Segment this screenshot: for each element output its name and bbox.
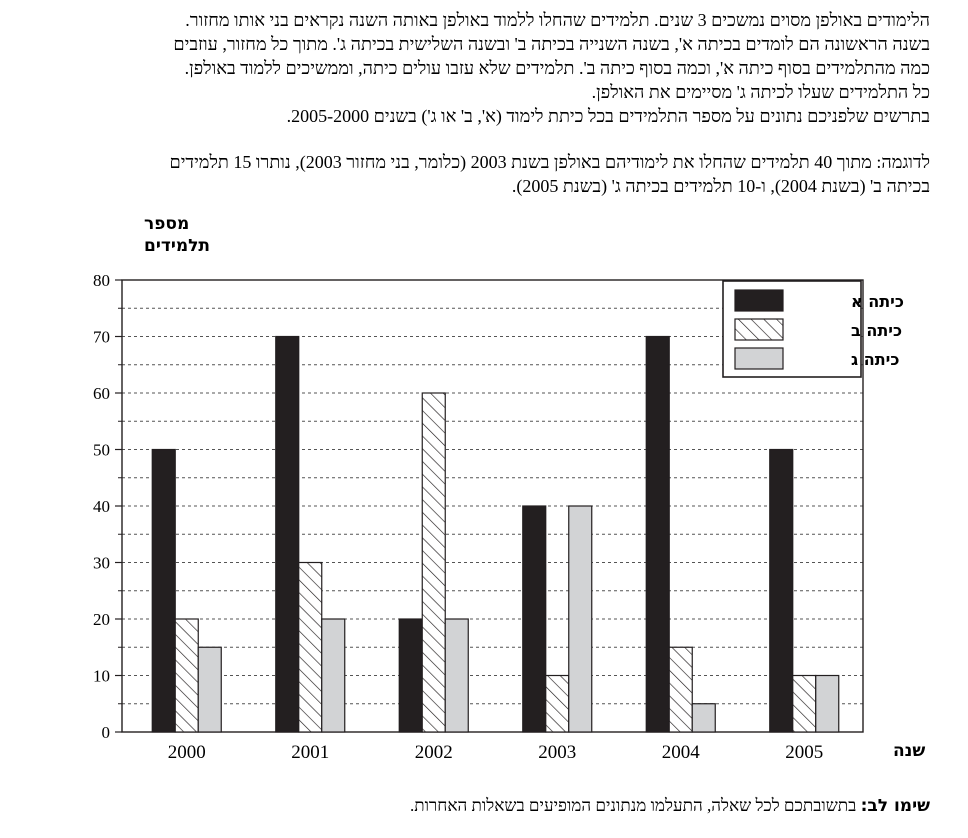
intro-line: הלימודים באולפן מסוים נמשכים 3 שנים. תלמ… [185,10,930,30]
x-tick-label: 2001 [291,742,329,763]
y-tick-label: 0 [102,723,111,742]
bar [545,674,570,733]
legend-swatch [734,289,784,312]
legend-label: כיתה ג [851,350,899,369]
bar [792,674,817,733]
bars [151,335,840,733]
y-tick-label: 10 [93,667,110,686]
y-tick-label: 20 [93,610,110,629]
bar [321,618,346,733]
y-tick-label: 40 [93,497,110,516]
bar [444,618,469,733]
example-line: בכיתה ב' (בשנת 2004), ו-10 תלמידים בכיתה… [511,176,930,196]
bar [691,703,716,733]
intro-line: כל התלמידים שעלו לכיתה ג' מסיימים את האו… [591,82,930,102]
legend-label: כיתה ב [851,321,902,340]
y-tick-label: 70 [93,328,110,347]
bar [275,335,300,733]
legend-label: כיתה א [851,292,904,311]
bar [769,448,794,733]
intro-line: כמה מהתלמידים בסוף כיתה א', וכמה בסוף כי… [184,58,930,78]
intro-line: בשנה הראשונה הם לומדים בכיתה א', בשנה הש… [173,34,930,54]
bar [645,335,670,733]
y-tick-label: 50 [93,441,110,460]
x-tick-label: 2000 [168,742,206,763]
y-axis-label: מספר [144,214,189,234]
bar [522,505,547,733]
note-text: בתשובתכם לכל שאלה, התעלמו מנתונים המופיע… [409,796,861,815]
legend-swatch [734,347,784,370]
bar [174,618,199,733]
x-tick-label: 2002 [415,742,453,763]
x-tick-label: 2004 [662,742,701,763]
x-axis-label: שנה [893,741,925,761]
bar [668,646,693,733]
legend-swatch [734,318,784,341]
bar [815,674,840,733]
legend: כיתה א כיתה ב כיתה ג [722,280,904,378]
y-tick-label: 80 [93,271,110,290]
note-bold: שימו לב: [860,796,930,816]
intro-line: בתרשים שלפניכם נתונים על מספר התלמידים ב… [286,106,930,126]
example-paragraph: לדוגמה: מתוך 40 תלמידים שהחלו את לימודיה… [40,150,930,198]
x-tick-label: 2005 [785,742,823,763]
bar [298,561,323,733]
bar [568,505,593,733]
example-line: לדוגמה: מתוך 40 תלמידים שהחלו את לימודיה… [169,152,930,172]
x-tick-label: 2003 [538,742,576,763]
y-axis-label: תלמידים [144,236,210,256]
bar [151,448,176,733]
note: שימו לב: בתשובתכם לכל שאלה, התעלמו מנתונ… [410,796,930,816]
bar [421,392,446,733]
y-tick-label: 60 [93,384,110,403]
intro-paragraph: הלימודים באולפן מסוים נמשכים 3 שנים. תלמ… [40,8,930,128]
y-tick-label: 30 [93,554,110,573]
bar [398,618,423,733]
axes [115,279,864,733]
bar [197,646,222,733]
